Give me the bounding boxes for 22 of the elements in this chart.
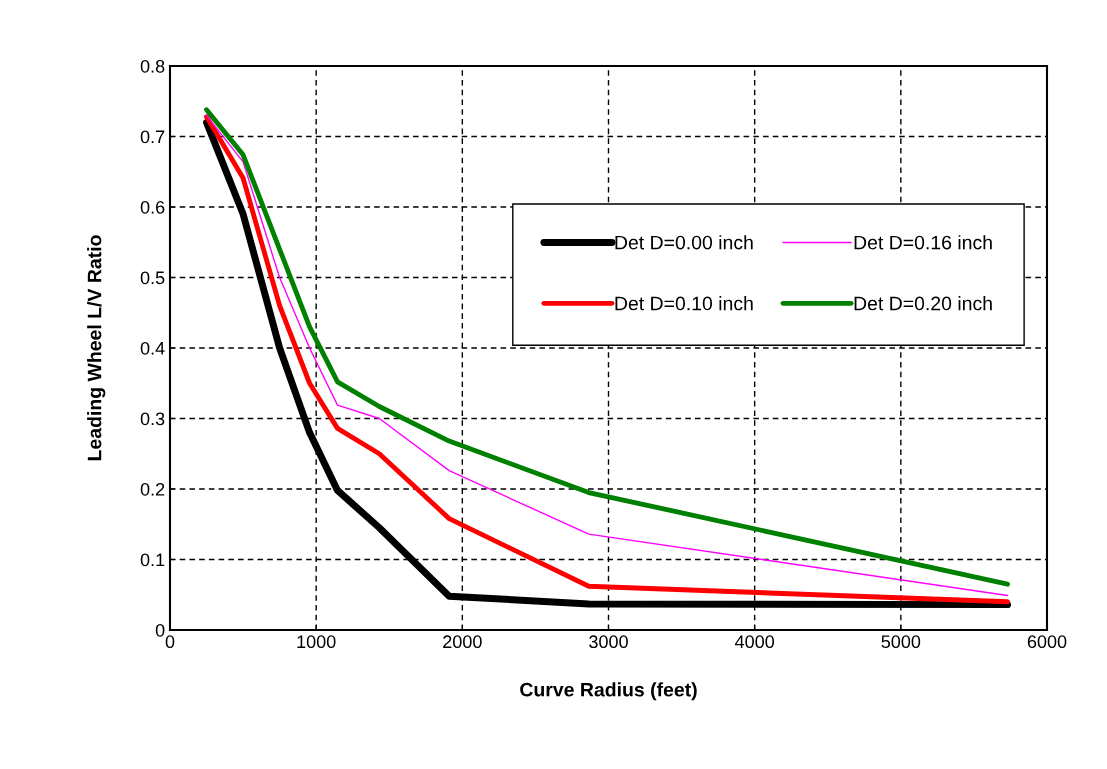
x-tick-label: 5000 (881, 635, 921, 649)
y-tick-label: 0.5 (140, 271, 165, 285)
x-tick-label: 4000 (735, 635, 775, 649)
legend-label: Det D=0.16 inch (854, 235, 992, 250)
x-tick-label: 6000 (1027, 635, 1067, 649)
x-tick-label: 3000 (589, 635, 628, 649)
y-axis-title: Leading Wheel L/V Ratio (87, 235, 106, 461)
legend-label: Det D=0.00 inch (615, 235, 753, 250)
x-tick-label: 1000 (297, 635, 336, 649)
y-tick-label: 0.3 (140, 412, 165, 426)
x-axis-title: Curve Radius (feet) (520, 682, 697, 701)
legend-label: Det D=0.10 inch (615, 296, 753, 311)
x-tick-label: 0 (165, 635, 175, 649)
legend-label: Det D=0.20 inch (854, 296, 992, 311)
y-tick-label: 0.7 (140, 130, 165, 144)
y-tick-label: 0.8 (140, 59, 165, 73)
y-tick-label: 0 (155, 623, 165, 637)
x-tick-label: 2000 (443, 635, 482, 649)
y-tick-label: 0.4 (140, 341, 165, 355)
y-tick-label: 0.1 (140, 553, 165, 567)
y-tick-label: 0.2 (140, 482, 165, 496)
y-tick-label: 0.6 (140, 200, 165, 214)
